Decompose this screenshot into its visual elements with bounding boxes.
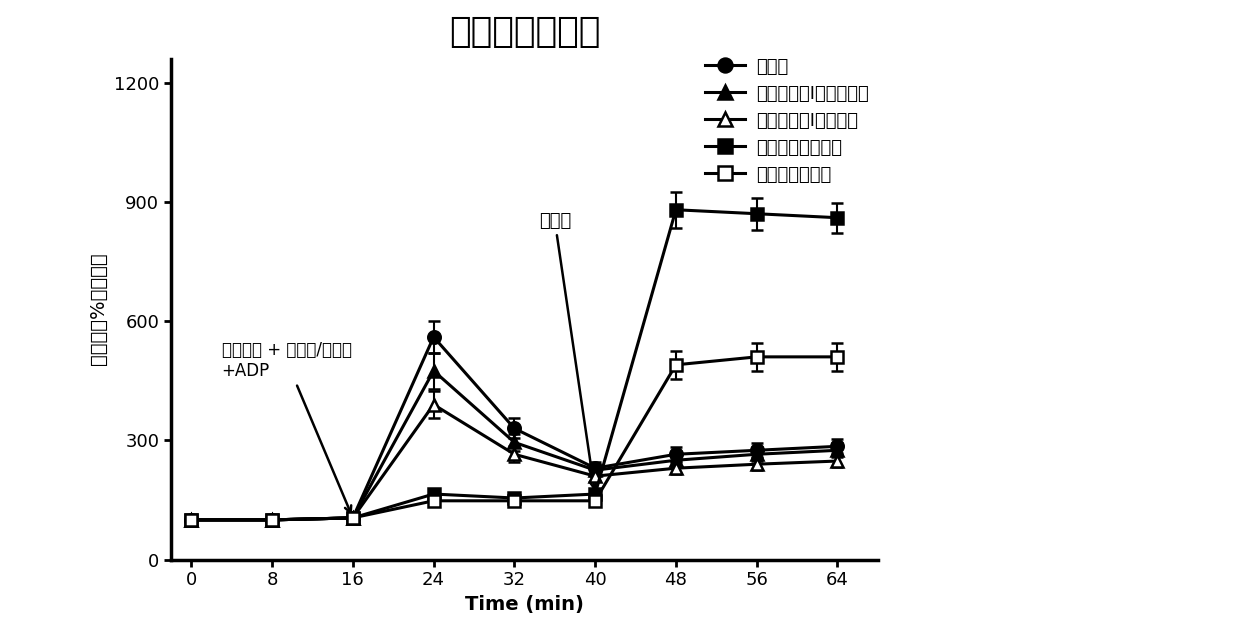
Text: 琥珀酸: 琥珀酸 (538, 211, 596, 489)
X-axis label: Time (min): Time (min) (465, 595, 584, 614)
Title: 透化的心肌细胞: 透化的心肌细胞 (449, 15, 600, 49)
Legend: 对照组, 二氢丹参酮I（不洗去）, 二氢丹参酮I（洗去）, 鱼藤酮（不洗去）, 鱼藤酮（洗去）: 对照组, 二氢丹参酮I（不洗去）, 二氢丹参酮I（洗去）, 鱼藤酮（不洗去）, … (706, 58, 869, 184)
Y-axis label: 氧耗率（%基础值）: 氧耗率（%基础值） (89, 253, 108, 365)
Text: 皂苷透化 + 苹果酸/丙酮酸
+ADP: 皂苷透化 + 苹果酸/丙酮酸 +ADP (222, 342, 352, 513)
